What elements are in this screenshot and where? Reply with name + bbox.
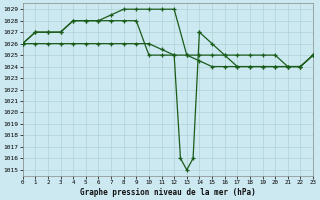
X-axis label: Graphe pression niveau de la mer (hPa): Graphe pression niveau de la mer (hPa): [80, 188, 256, 197]
